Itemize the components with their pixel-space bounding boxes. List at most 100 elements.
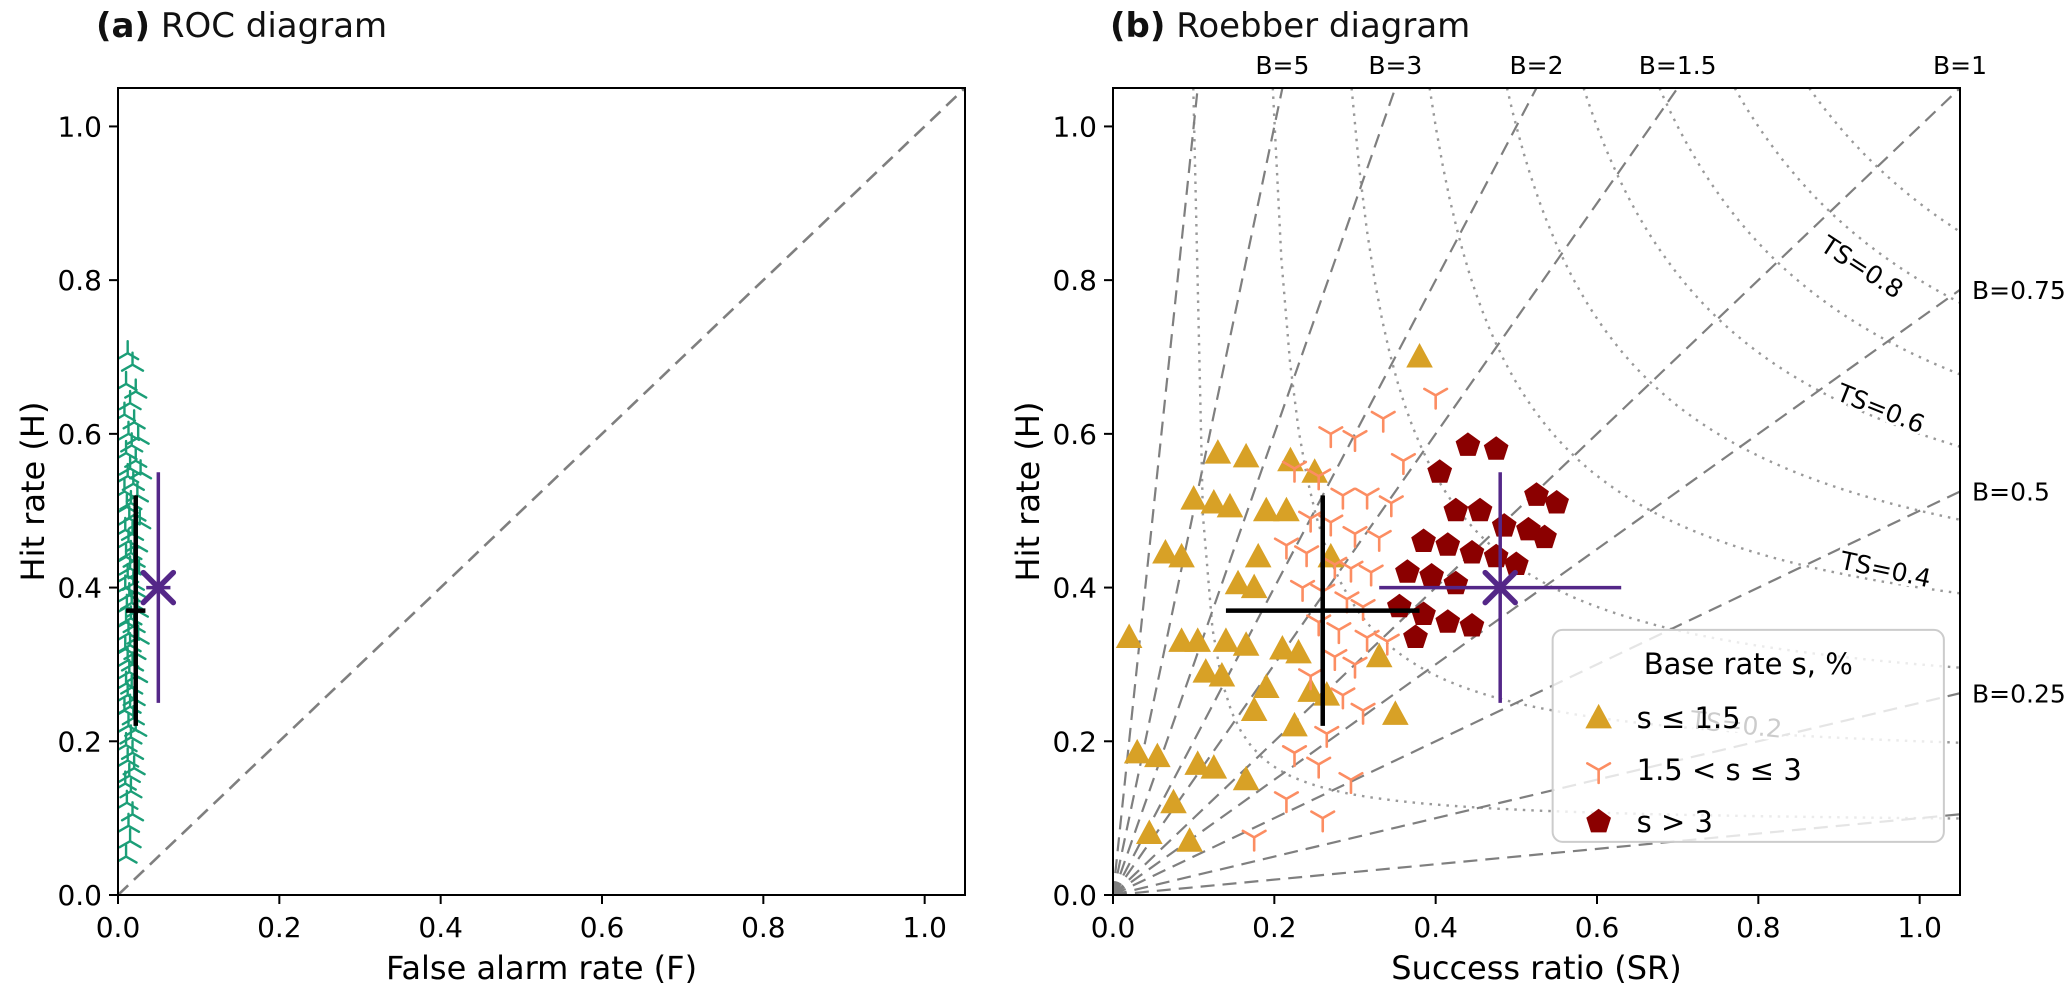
pentagon-marker xyxy=(1435,532,1461,556)
pentagon-marker xyxy=(1419,563,1444,587)
triangle-marker xyxy=(1200,754,1228,779)
legend-label: s ≤ 1.5 xyxy=(1637,701,1741,735)
axes: 0.0 0.2 0.4 0.6 0.8 1.0 0.0 0.2 0.4 0.6 0.8 1.0 Succ… xyxy=(1009,87,1961,987)
axes: 0.0 0.2 0.4 0.6 0.8 1.0 0.0 0.2 0.4 0.6 0.8 1.0 Fals… xyxy=(14,87,966,987)
panel-b-title-text: Roebber diagram xyxy=(1165,6,1471,46)
triangle-marker xyxy=(1277,446,1304,472)
triangle-marker xyxy=(1200,489,1228,514)
y-tick-label: 1.0 xyxy=(1052,110,1097,143)
x-tick-label: 0.4 xyxy=(1413,911,1458,944)
tri-down-marker xyxy=(1338,771,1364,795)
mean-errorbar-purple xyxy=(1379,472,1622,703)
panel-a-title-text: ROC diagram xyxy=(150,6,388,46)
triangle-marker xyxy=(1216,492,1244,518)
pentagon-marker xyxy=(1586,808,1611,833)
tri-down-marker xyxy=(1306,614,1332,637)
tri-down-marker xyxy=(1358,564,1384,587)
y-tick-label: 0.6 xyxy=(57,418,102,451)
x-tick-label: 0.4 xyxy=(418,911,463,944)
triangle-marker xyxy=(1585,703,1612,729)
ts-curve xyxy=(1505,88,1960,521)
tri-down-marker xyxy=(1281,745,1308,768)
triangle-marker xyxy=(1406,343,1433,368)
legend-label: 1.5 < s ≤ 3 xyxy=(1637,753,1802,787)
tri-down-marker xyxy=(1390,452,1417,476)
panel-a-tag: (a) xyxy=(96,6,151,46)
triangle-marker xyxy=(1224,569,1252,595)
x-tick-label: 0.8 xyxy=(741,911,786,944)
bias-line xyxy=(1113,288,1960,895)
pentagon-marker xyxy=(1387,593,1412,618)
triangle-marker xyxy=(1176,827,1203,852)
triangle-marker xyxy=(1180,485,1207,510)
pentagon-marker xyxy=(1427,459,1453,483)
axes-frame xyxy=(117,87,966,896)
triangle-marker xyxy=(1382,700,1409,725)
tri-down-marker xyxy=(1298,668,1324,691)
series-base-rate-low xyxy=(1115,343,1433,852)
bias-label-top: B=3 xyxy=(1368,51,1422,80)
ts-curve xyxy=(1192,88,1960,820)
tri-down-marker xyxy=(1314,725,1340,748)
tri-up-marker xyxy=(122,409,146,430)
bias-label-top: B=2 xyxy=(1509,51,1563,80)
ts-label: TS=0.4 xyxy=(1837,546,1934,594)
tri-down-marker xyxy=(1370,410,1396,433)
tri-down-marker xyxy=(1354,487,1380,510)
bias-label-right: B=0.5 xyxy=(1972,478,2050,507)
x-tick-label: 1.0 xyxy=(1897,911,1942,944)
bias-label-top: B=1.5 xyxy=(1639,51,1717,80)
panel-b-title: (b) Roebber diagram xyxy=(1110,6,1470,46)
pentagon-marker xyxy=(1524,482,1549,506)
pentagon-marker xyxy=(1544,490,1569,514)
tri-down-marker xyxy=(1322,648,1348,672)
triangle-marker xyxy=(1204,439,1232,464)
y-tick-label: 0.4 xyxy=(57,572,102,605)
pentagon-marker xyxy=(1395,559,1420,583)
x-axis-label: False alarm rate (F) xyxy=(386,949,697,987)
tri-down-marker xyxy=(1586,762,1612,785)
x-axis-label: Success ratio (SR) xyxy=(1391,949,1681,987)
bias-line xyxy=(1113,490,1960,895)
triangle-marker xyxy=(1232,631,1260,656)
triangle-marker xyxy=(1192,658,1220,683)
y-tick-label: 0.6 xyxy=(1052,418,1097,451)
bias-label-top: B=5 xyxy=(1255,51,1309,80)
pentagon-marker xyxy=(1455,432,1481,456)
tri-down-marker xyxy=(1289,579,1316,602)
pentagon-marker xyxy=(1459,613,1485,637)
bias-line xyxy=(1113,88,1679,895)
x-tick-label: 0.0 xyxy=(96,911,141,944)
pentagon-marker xyxy=(1443,497,1469,522)
tri-down-marker xyxy=(1310,810,1336,833)
ts-curve xyxy=(1582,88,1960,448)
ts-curve xyxy=(1350,88,1960,669)
triangle-marker xyxy=(1115,623,1143,649)
y-tick-label: 0.4 xyxy=(1052,572,1097,605)
y-tick-label: 0.0 xyxy=(57,879,102,912)
x-marker xyxy=(140,569,177,606)
tri-down-marker xyxy=(1326,622,1352,645)
bias-label-right: B=0.75 xyxy=(1972,276,2066,305)
triangle-marker xyxy=(1123,738,1151,764)
triangle-marker xyxy=(1232,765,1260,791)
tri-up-marker xyxy=(118,812,141,834)
triangle-marker xyxy=(1144,742,1171,768)
bias-line xyxy=(1113,88,1538,895)
series-base-rate-mid xyxy=(1241,387,1449,852)
x-tick-label: 0.8 xyxy=(1736,911,1781,944)
ts-curve xyxy=(1808,88,1960,233)
x-tick-label: 0.6 xyxy=(1575,911,1620,944)
tri-down-marker xyxy=(1330,687,1356,710)
y-axis-label: Hit rate (H) xyxy=(1009,402,1047,582)
bias-label-right: B=0.25 xyxy=(1972,679,2066,708)
tri-down-marker xyxy=(1342,656,1368,679)
reference-lines-layer xyxy=(118,88,965,895)
tri-down-marker xyxy=(1293,545,1320,568)
tri-down-marker xyxy=(1423,387,1449,410)
mean-errorbar-black xyxy=(126,495,146,726)
triangle-marker xyxy=(1301,458,1328,483)
tri-up-marker xyxy=(118,339,140,361)
y-tick-label: 0.8 xyxy=(57,264,102,297)
tri-up-marker xyxy=(126,424,150,445)
